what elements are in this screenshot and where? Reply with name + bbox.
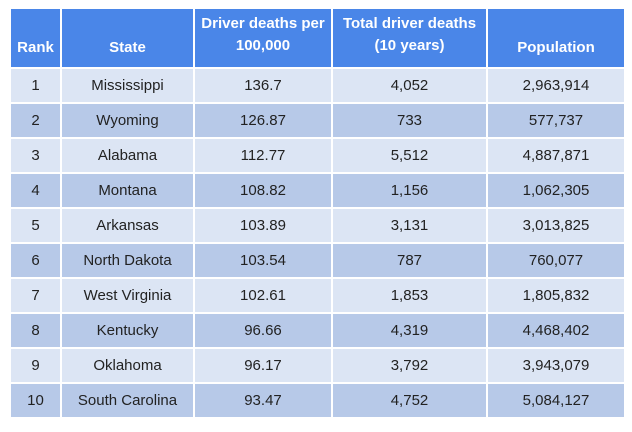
total-deaths-cell: 1,156 [333,174,486,207]
deaths-per-100k-cell: 96.66 [195,314,331,347]
state-cell: South Carolina [62,384,193,417]
rank-cell: 5 [11,209,60,242]
total-deaths-cell: 4,052 [333,69,486,102]
state-cell: Kentucky [62,314,193,347]
population-cell: 1,062,305 [488,174,624,207]
column-header-deaths-per-100k: Driver deaths per 100,000 [195,9,331,67]
table-row: 6 North Dakota 103.54 787 760,077 [11,244,624,277]
state-cell: Mississippi [62,69,193,102]
rank-cell: 7 [11,279,60,312]
rank-cell: 4 [11,174,60,207]
state-cell: Arkansas [62,209,193,242]
population-cell: 3,943,079 [488,349,624,382]
state-cell: North Dakota [62,244,193,277]
driver-deaths-table: Rank State Driver deaths per 100,000 Tot… [9,7,626,419]
deaths-per-100k-cell: 112.77 [195,139,331,172]
column-header-rank: Rank [11,9,60,67]
total-deaths-cell: 3,792 [333,349,486,382]
state-cell: West Virginia [62,279,193,312]
total-deaths-cell: 733 [333,104,486,137]
table-row: 3 Alabama 112.77 5,512 4,887,871 [11,139,624,172]
rank-cell: 3 [11,139,60,172]
table-row: 10 South Carolina 93.47 4,752 5,084,127 [11,384,624,417]
rank-cell: 8 [11,314,60,347]
population-cell: 3,013,825 [488,209,624,242]
total-deaths-cell: 787 [333,244,486,277]
deaths-per-100k-cell: 96.17 [195,349,331,382]
column-header-total-deaths: Total driver deaths (10 years) [333,9,486,67]
table-row: 4 Montana 108.82 1,156 1,062,305 [11,174,624,207]
rank-cell: 2 [11,104,60,137]
column-header-state: State [62,9,193,67]
population-cell: 2,963,914 [488,69,624,102]
deaths-per-100k-cell: 93.47 [195,384,331,417]
deaths-per-100k-cell: 103.89 [195,209,331,242]
total-deaths-cell: 4,752 [333,384,486,417]
population-cell: 577,737 [488,104,624,137]
total-deaths-cell: 1,853 [333,279,486,312]
table-row: 5 Arkansas 103.89 3,131 3,013,825 [11,209,624,242]
state-cell: Oklahoma [62,349,193,382]
rank-cell: 9 [11,349,60,382]
table-container: Rank State Driver deaths per 100,000 Tot… [9,7,626,419]
column-header-population: Population [488,9,624,67]
population-cell: 1,805,832 [488,279,624,312]
state-cell: Wyoming [62,104,193,137]
population-cell: 5,084,127 [488,384,624,417]
rank-cell: 1 [11,69,60,102]
deaths-per-100k-cell: 103.54 [195,244,331,277]
total-deaths-cell: 4,319 [333,314,486,347]
population-cell: 4,887,871 [488,139,624,172]
total-deaths-cell: 3,131 [333,209,486,242]
deaths-per-100k-cell: 136.7 [195,69,331,102]
population-cell: 760,077 [488,244,624,277]
rank-cell: 10 [11,384,60,417]
rank-cell: 6 [11,244,60,277]
population-cell: 4,468,402 [488,314,624,347]
table-row: 9 Oklahoma 96.17 3,792 3,943,079 [11,349,624,382]
table-row: 2 Wyoming 126.87 733 577,737 [11,104,624,137]
header-row: Rank State Driver deaths per 100,000 Tot… [11,9,624,67]
state-cell: Alabama [62,139,193,172]
deaths-per-100k-cell: 108.82 [195,174,331,207]
table-row: 1 Mississippi 136.7 4,052 2,963,914 [11,69,624,102]
state-cell: Montana [62,174,193,207]
deaths-per-100k-cell: 102.61 [195,279,331,312]
table-row: 7 West Virginia 102.61 1,853 1,805,832 [11,279,624,312]
table-body: 1 Mississippi 136.7 4,052 2,963,914 2 Wyoming 1… [11,69,624,417]
deaths-per-100k-cell: 126.87 [195,104,331,137]
table-row: 8 Kentucky 96.66 4,319 4,468,402 [11,314,624,347]
total-deaths-cell: 5,512 [333,139,486,172]
